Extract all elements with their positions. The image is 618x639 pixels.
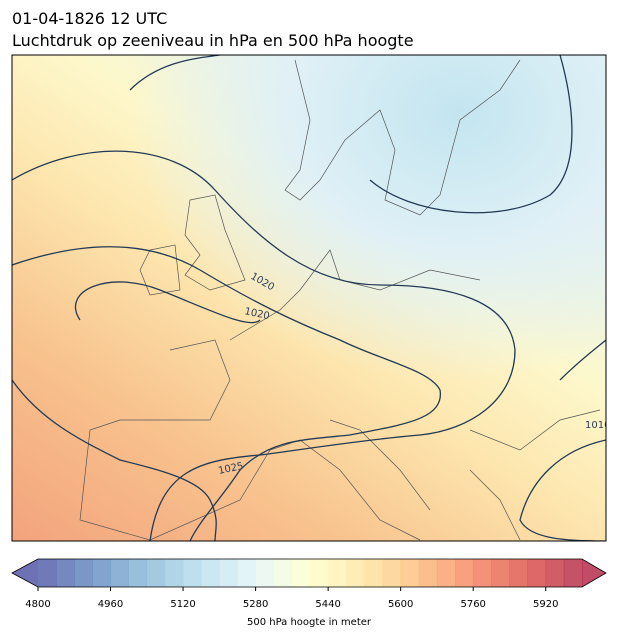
colorbar-segment [310, 559, 329, 587]
colorbar-segment [455, 559, 474, 587]
colorbar-segment [237, 559, 256, 587]
colorbar-tick-label: 5440 [315, 599, 340, 610]
colorbar-tick-label: 5120 [170, 599, 195, 610]
map-frame [11, 54, 607, 542]
colorbar-extend-high [582, 559, 606, 587]
colorbar-segment [255, 559, 275, 587]
colorbar-segment [527, 559, 547, 587]
colorbar-segment [400, 559, 420, 587]
colorbar-segment [491, 559, 510, 587]
colorbar-segment [291, 559, 311, 587]
map: 1020 1020 1025 1010 [12, 55, 610, 541]
isobars [12, 55, 606, 541]
colorbar-segment [92, 559, 111, 587]
colorbar-segment [56, 559, 75, 587]
colorbar-segment [74, 559, 93, 587]
colorbar-segment [545, 559, 565, 587]
colorbar-segment [183, 559, 202, 587]
contour-label: 1020 [243, 306, 270, 322]
colorbar-segment [164, 559, 184, 587]
map-title: 01-04-1826 12 UTC [12, 9, 167, 28]
colorbar-segment [563, 559, 583, 587]
colorbar-segment [146, 559, 166, 587]
colorbar-tick-label: 5920 [533, 599, 558, 610]
colorbar-segment [328, 559, 347, 587]
colorbar: 4800 4960 5120 5280 5440 5600 5760 5920 [11, 558, 607, 610]
contour-label: 1025 [217, 461, 244, 477]
colorbar-tick-label: 5760 [460, 599, 485, 610]
colorbar-segment [128, 559, 148, 587]
colorbar-outline [11, 558, 607, 588]
colorbar-segment [364, 559, 383, 587]
colorbar-segment [418, 559, 438, 587]
colorbar-label: 500 hPa hoogte in meter [247, 617, 372, 628]
colorbar-segment [201, 559, 220, 587]
contour-label: 1010 [585, 420, 610, 431]
map-subtitle: Luchtdruk op zeeniveau in hPa en 500 hPa… [12, 31, 414, 50]
colorbar-segment [273, 559, 293, 587]
colorbar-segment [436, 559, 456, 587]
colorbar-extend-low [12, 559, 38, 587]
colorbar-tick-label: 5600 [388, 599, 413, 610]
colorbar-tick-label: 4960 [98, 599, 123, 610]
colorbar-tick-label: 5280 [243, 599, 268, 610]
colorbar-segment [473, 559, 492, 587]
colorbar-segment [219, 559, 238, 587]
colorbar-segment [346, 559, 365, 587]
colorbar-segment [509, 559, 528, 587]
colorbar-segment [38, 559, 57, 587]
colorbar-segment [382, 559, 401, 587]
colorbar-segment [110, 559, 129, 587]
colorbar-tick-label: 4800 [25, 599, 50, 610]
